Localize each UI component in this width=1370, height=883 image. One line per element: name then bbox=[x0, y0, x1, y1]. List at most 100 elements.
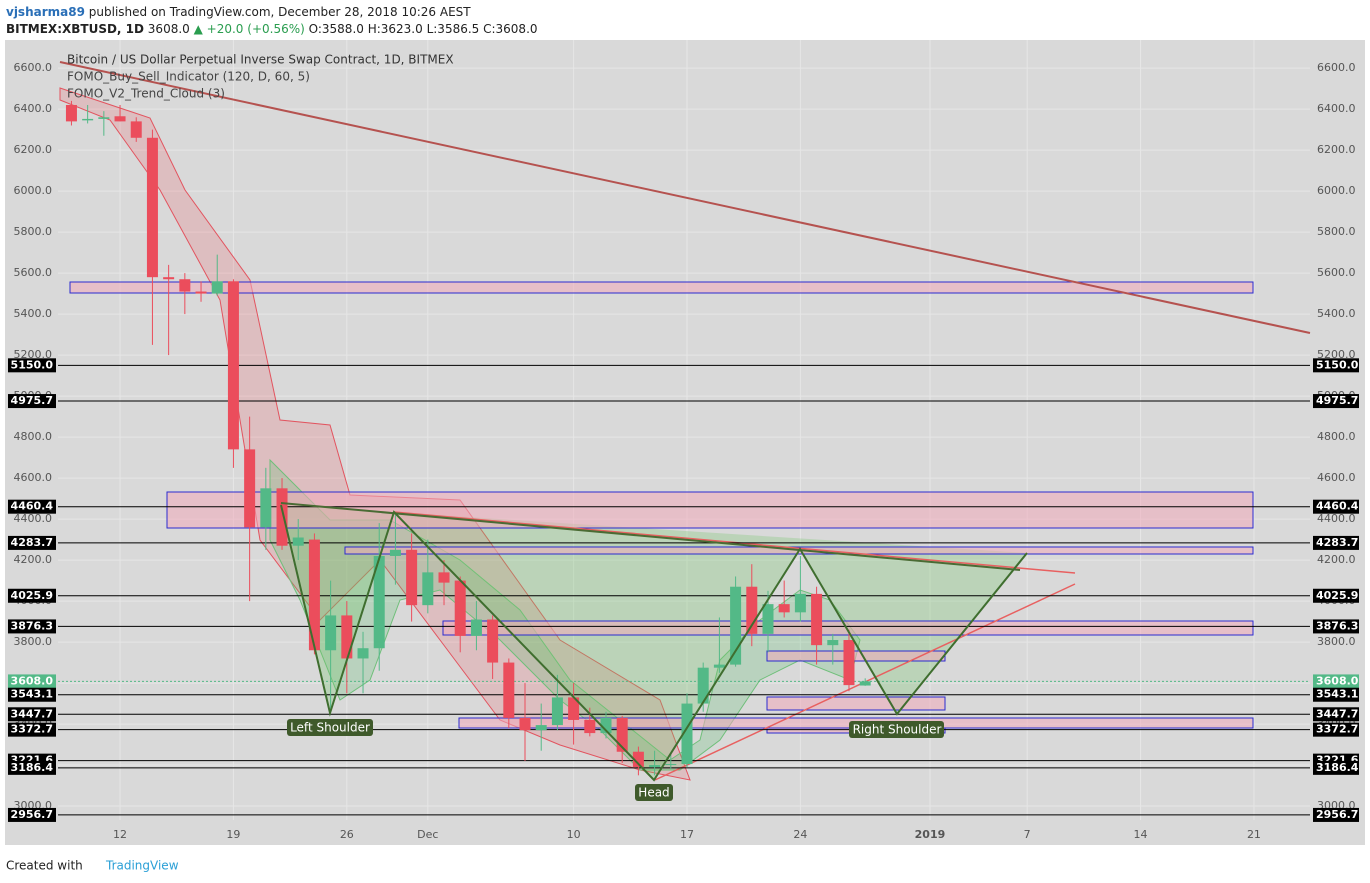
label-box bbox=[849, 721, 944, 738]
candle-body bbox=[730, 586, 742, 665]
candle-body bbox=[487, 619, 499, 663]
author[interactable]: vjsharma89 bbox=[6, 5, 85, 19]
candle-body bbox=[697, 667, 709, 704]
candle-body bbox=[600, 717, 612, 734]
candle-body bbox=[406, 549, 418, 606]
legend-item: FOMO_Buy_Sell_Indicator (120, D, 60, 5) bbox=[67, 70, 310, 84]
level-label: 3186.4 bbox=[1316, 761, 1359, 774]
y-tick-label: 5600.0 bbox=[14, 266, 53, 279]
level-label: 3876.3 bbox=[1316, 619, 1358, 632]
zone bbox=[766, 696, 946, 711]
candle-body bbox=[584, 719, 596, 734]
legend-item: Bitcoin / US Dollar Perpetual Inverse Sw… bbox=[67, 53, 454, 67]
candle-body bbox=[616, 717, 628, 752]
level-label: 5150.0 bbox=[1316, 358, 1359, 371]
axes: 3000.03000.03200.03200.03400.03400.03600… bbox=[8, 61, 1359, 841]
level-box bbox=[1313, 588, 1359, 603]
candle-body bbox=[179, 279, 191, 292]
candle-body bbox=[130, 121, 142, 138]
level-box bbox=[8, 707, 56, 722]
y-tick-label: 5800.0 bbox=[1317, 225, 1356, 238]
candle-body bbox=[470, 619, 482, 636]
level-box bbox=[8, 807, 56, 822]
zone bbox=[69, 281, 1254, 294]
y-tick-label: 4400.0 bbox=[1317, 512, 1356, 525]
footer-brand[interactable]: TradingView bbox=[105, 859, 179, 873]
y-tick-label: 5200.0 bbox=[14, 348, 53, 361]
y-tick-label: 3800.0 bbox=[1317, 635, 1356, 648]
candle-body bbox=[195, 291, 207, 294]
y-tick-label: 4600.0 bbox=[1317, 471, 1356, 484]
candle-body bbox=[681, 703, 693, 765]
candle-body bbox=[859, 681, 871, 686]
y-tick-label: 5200.0 bbox=[1317, 348, 1356, 361]
level-label: 4975.7 bbox=[11, 394, 53, 407]
ohlc: O:3588.0 H:3623.0 L:3586.5 C:3608.0 bbox=[308, 22, 538, 36]
candle-body bbox=[211, 281, 223, 294]
candle-body bbox=[146, 137, 158, 278]
candle-body bbox=[422, 572, 434, 606]
level-box bbox=[1313, 807, 1359, 822]
x-tick-label: 26 bbox=[340, 828, 354, 841]
label-box bbox=[635, 784, 673, 801]
level-label: 5150.0 bbox=[11, 358, 54, 371]
y-tick-label: 5800.0 bbox=[14, 225, 53, 238]
candle-body bbox=[308, 539, 320, 651]
candle-body bbox=[632, 751, 644, 768]
x-tick-label: 7 bbox=[1024, 828, 1031, 841]
x-tick-label: 2019 bbox=[915, 828, 946, 841]
candle-body bbox=[778, 604, 790, 613]
pattern-line bbox=[280, 504, 1028, 782]
candle-body bbox=[843, 640, 855, 686]
level-label: 4975.7 bbox=[1316, 394, 1358, 407]
level-label: 3447.7 bbox=[1316, 707, 1358, 720]
candle-body bbox=[114, 116, 126, 122]
candle-body bbox=[292, 537, 304, 546]
candle-body bbox=[244, 449, 256, 528]
level-box bbox=[1313, 394, 1359, 409]
x-tick-label: 17 bbox=[680, 828, 694, 841]
y-tick-label: 4600.0 bbox=[14, 471, 53, 484]
y-tick-label: 6000.0 bbox=[14, 184, 53, 197]
x-tick-label: 19 bbox=[226, 828, 240, 841]
legend-item: FOMO_V2_Trend_Cloud (3) bbox=[67, 87, 225, 101]
candle-body bbox=[794, 593, 806, 613]
published: published on TradingView.com, December 2… bbox=[88, 5, 471, 19]
candle-body bbox=[519, 717, 531, 731]
y-tick-label: 4800.0 bbox=[14, 430, 53, 443]
level-box bbox=[1313, 760, 1359, 775]
annotation: Head bbox=[638, 786, 669, 800]
y-tick-label: 3800.0 bbox=[14, 635, 53, 648]
y-tick-label: 6200.0 bbox=[1317, 143, 1356, 156]
candle-body bbox=[65, 104, 77, 122]
pattern-labels: Left Shoulder Head Right Shoulder bbox=[287, 719, 944, 801]
candle-body bbox=[389, 549, 401, 556]
level-box bbox=[1313, 535, 1359, 550]
candle-body bbox=[762, 604, 774, 634]
level-label: 3543.1 bbox=[11, 688, 53, 701]
footer-text: Created with bbox=[6, 859, 83, 873]
level-label: 4460.4 bbox=[1316, 500, 1359, 513]
level-box bbox=[8, 687, 56, 702]
y-tick-label: 5600.0 bbox=[1317, 266, 1356, 279]
change: ▲ +20.0 (+0.56%) bbox=[193, 22, 305, 36]
level-box bbox=[8, 358, 56, 373]
candle-body bbox=[260, 488, 272, 528]
level-label: 4283.7 bbox=[1316, 536, 1358, 549]
y-tick-label: 4200.0 bbox=[14, 553, 53, 566]
level-label: 4025.9 bbox=[11, 589, 53, 602]
level-box bbox=[8, 722, 56, 737]
y-tick-label: 4800.0 bbox=[1317, 430, 1356, 443]
level-label: 3372.7 bbox=[11, 723, 53, 736]
candle-body bbox=[503, 662, 515, 718]
x-tick-label: 12 bbox=[113, 828, 127, 841]
level-label: 3608.0 bbox=[11, 674, 54, 687]
candle-body bbox=[341, 615, 353, 659]
zone bbox=[442, 620, 1254, 636]
zone bbox=[166, 491, 1254, 529]
y-tick-label: 5400.0 bbox=[1317, 307, 1356, 320]
y-tick-label: 6200.0 bbox=[14, 143, 53, 156]
y-tick-label: 6600.0 bbox=[1317, 61, 1356, 74]
annotation: Left Shoulder bbox=[290, 721, 370, 735]
